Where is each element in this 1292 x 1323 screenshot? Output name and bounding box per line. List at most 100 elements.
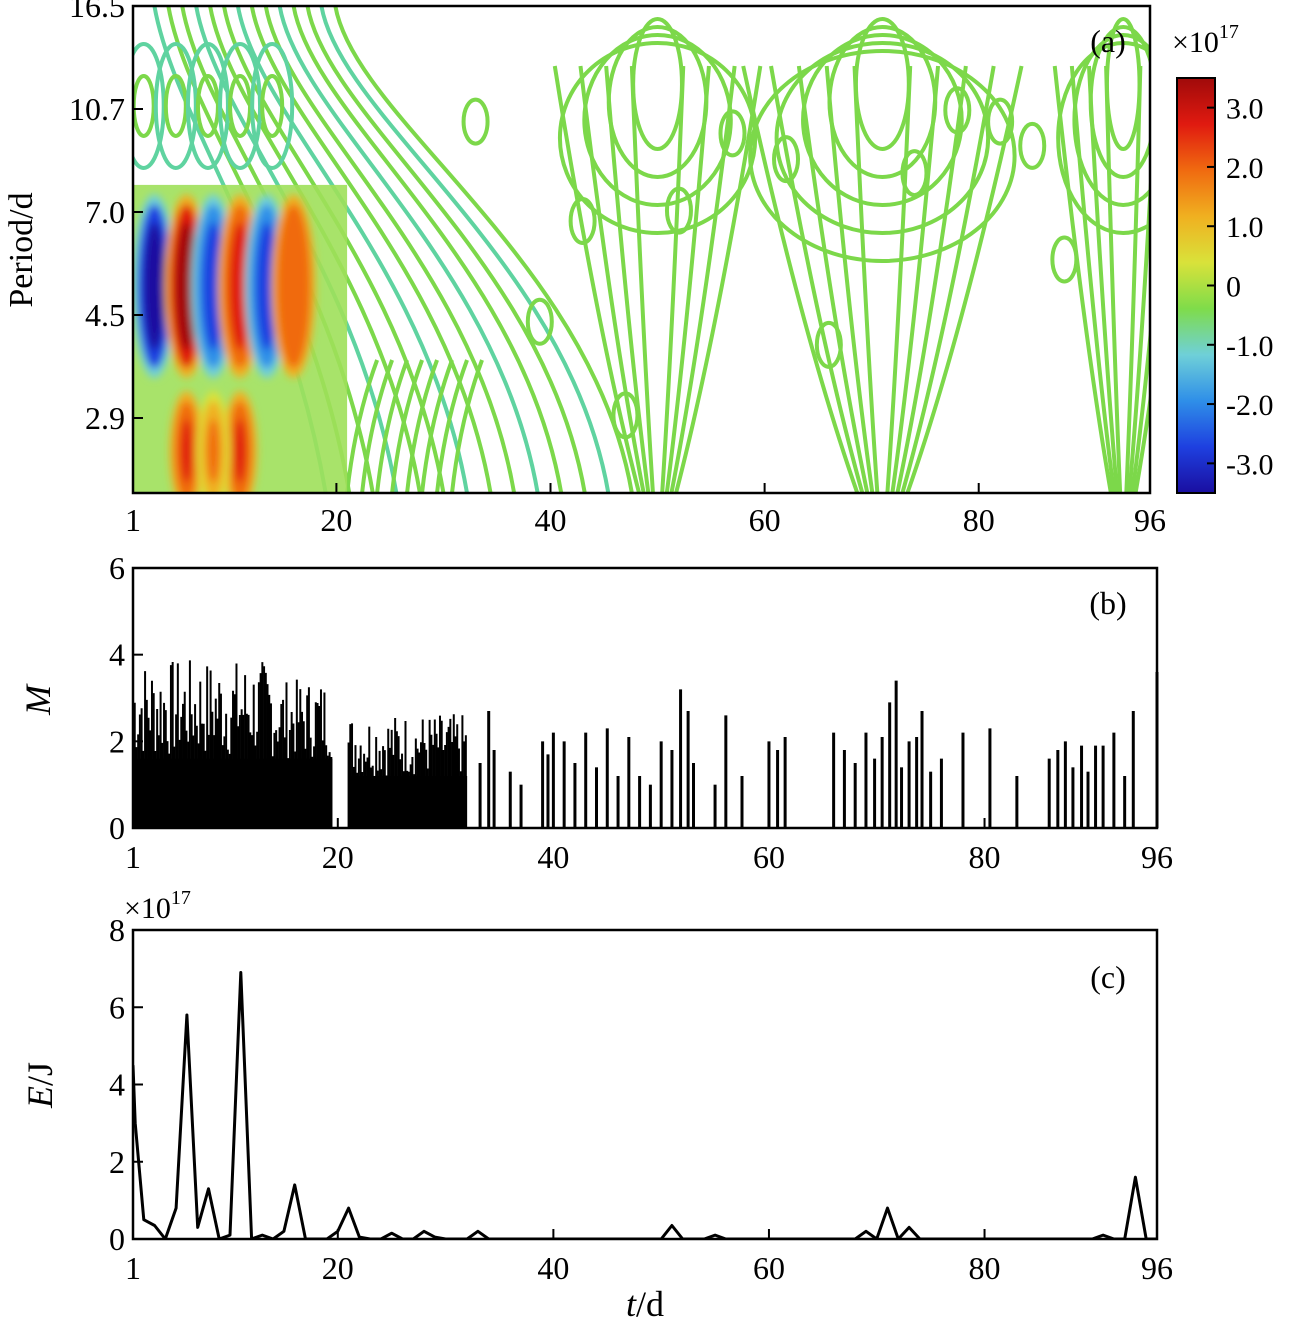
contour-line <box>291 6 564 493</box>
contour-loop <box>153 41 198 170</box>
colorbar-multiplier: ×1017 <box>1172 21 1239 59</box>
contour-loop <box>1104 17 1142 151</box>
colorbar-tick-label: 3.0 <box>1226 93 1264 126</box>
contour-loop <box>218 41 263 170</box>
contour-line <box>796 65 870 493</box>
contour-line <box>277 6 540 493</box>
panel-b-axes: 1 20 40 60 80 96 0 2 4 6 <box>109 550 1173 875</box>
contour-loop <box>185 41 230 170</box>
x-tick-label: 20 <box>322 1250 354 1286</box>
y-tick-label: 2.9 <box>85 400 125 436</box>
panel-c-frame <box>131 928 1159 1241</box>
contour-island <box>986 97 1015 146</box>
x-tick-label: 60 <box>749 502 781 538</box>
contour-line <box>578 65 646 493</box>
y-tick-label: 8 <box>109 912 125 948</box>
contour-line <box>333 6 634 493</box>
contour-line <box>660 65 686 493</box>
y-tick-label: 4.5 <box>85 297 125 333</box>
panel-a: 1 20 40 60 80 96 16.5 10.7 7.0 4.5 2.9 (a) Period/… <box>3 0 1166 538</box>
spectrum-feature <box>180 418 193 483</box>
x-tick-label: 96 <box>1134 502 1166 538</box>
x-tick-label: 40 <box>535 502 567 538</box>
contour-line <box>900 65 996 493</box>
spectrum-feature <box>282 222 305 351</box>
colorbar-tick-label: 0 <box>1226 271 1241 304</box>
contour-line <box>305 6 587 493</box>
contour-line <box>669 65 737 493</box>
x-tick-label: 1 <box>125 1250 141 1286</box>
contour-loop <box>250 41 295 170</box>
spectrum-feature <box>175 222 198 351</box>
contour-island <box>568 196 597 245</box>
contour-line <box>249 6 493 493</box>
x-tick-label: 40 <box>537 1250 569 1286</box>
contour-island <box>772 135 801 184</box>
x-tick-label: 20 <box>322 839 354 875</box>
contour-loop <box>260 73 285 138</box>
contour-loop <box>827 25 938 179</box>
contour-line <box>375 359 409 493</box>
contour-line <box>1127 165 1150 493</box>
contour-loop <box>228 73 253 138</box>
contour-line <box>769 65 865 493</box>
spectrum-feature <box>207 418 220 483</box>
contour-line <box>905 65 1024 493</box>
contour-island <box>461 97 490 146</box>
panel-c-axes: 1 20 40 60 80 96 0 2 4 6 8 <box>109 912 1173 1286</box>
y-tick-label: 6 <box>109 989 125 1025</box>
panel-c-label: (c) <box>1090 959 1126 995</box>
contour-loop <box>631 17 684 151</box>
contour-line <box>345 359 379 493</box>
contour-line <box>852 65 880 493</box>
panel-b-frame <box>131 566 1159 830</box>
contour-loop <box>853 17 911 151</box>
y-tick-label: 6 <box>109 550 125 586</box>
x-tick-label: 96 <box>1141 839 1173 875</box>
x-tick-label: 20 <box>320 502 352 538</box>
spectrum-feature <box>234 418 247 483</box>
contour-line <box>1124 65 1143 493</box>
panel-a-contours <box>133 6 1150 493</box>
contour-loop <box>801 33 964 207</box>
contour-island <box>525 297 554 346</box>
x-tick-label: 60 <box>753 839 785 875</box>
contour-line <box>1052 65 1113 493</box>
panel-b-bars <box>132 660 1159 828</box>
contour-island <box>943 86 972 135</box>
contour-line <box>319 6 611 493</box>
contour-line <box>885 65 913 493</box>
contour-island <box>814 320 843 369</box>
y-tick-label: 4 <box>109 1067 125 1103</box>
panel-c-multiplier: ×1017 <box>124 887 191 925</box>
x-tick-label: 96 <box>1141 1250 1173 1286</box>
contour-loop <box>774 41 991 235</box>
panel-b: 1 20 40 60 80 96 0 2 4 6 (b) M <box>18 550 1173 875</box>
contour-loop <box>582 33 733 207</box>
y-tick-label: 7.0 <box>85 194 125 230</box>
spectrum-features <box>133 194 316 493</box>
contour-loop <box>1072 33 1150 207</box>
x-tick-label: 1 <box>125 839 141 875</box>
y-tick-label: 4 <box>109 637 125 673</box>
contour-island <box>611 391 640 440</box>
spectrum-feature <box>229 222 252 351</box>
contour-line <box>390 359 424 493</box>
contour-loop <box>163 73 188 138</box>
colorbar-tick-label: -2.0 <box>1226 389 1274 422</box>
panel-c: 1 20 40 60 80 96 0 2 4 6 8 (c) ×1017 E/J t/d <box>20 887 1173 1323</box>
contour-line <box>420 359 454 493</box>
spectrum-feature <box>255 222 278 351</box>
colorbar-ticks: 3.0 2.0 1.0 0 -1.0 -2.0 -3.0 <box>1207 93 1274 481</box>
x-tick-label: 80 <box>963 502 995 538</box>
contour-line <box>435 359 469 493</box>
x-tick-label: 80 <box>969 839 1001 875</box>
panel-c-ylabel: E/J <box>20 1062 60 1109</box>
spectrum-feature <box>143 222 166 351</box>
contour-line <box>450 359 484 493</box>
contour-loop <box>748 49 1017 263</box>
panel-b-ylabel: M <box>18 683 58 716</box>
contour-island <box>900 149 929 198</box>
contour-island <box>1018 121 1047 170</box>
